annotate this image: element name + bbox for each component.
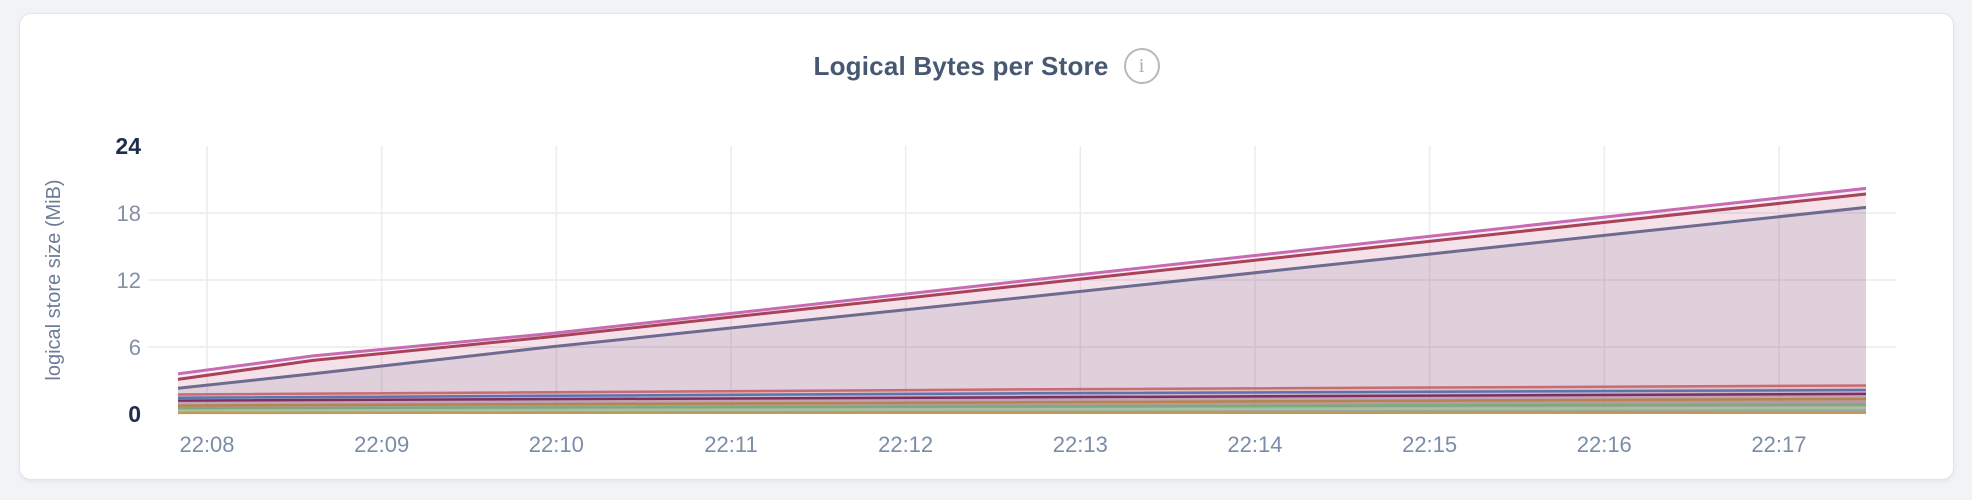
series-area-store-pink: [178, 188, 1866, 414]
series-area-store-slate: [178, 207, 1866, 414]
y-tick-label: 18: [117, 201, 141, 226]
series-area-store-crimson: [178, 194, 1866, 414]
series-line-store-red: [177, 384, 1867, 396]
x-tick-label: 22:16: [1577, 432, 1632, 457]
x-tick-label: 22:15: [1402, 432, 1457, 457]
chart-title: Logical Bytes per Store: [813, 50, 1109, 81]
x-tick-label: 22:13: [1053, 432, 1108, 457]
chart-header: Logical Bytes per Store i: [20, 48, 1953, 84]
series-line-store-blue: [177, 388, 1867, 400]
chart-canvas[interactable]: 22:08 22:09 22:10 22:11 22:12 22:13 22:14 22:15…: [20, 14, 1955, 481]
series-line-store-tan: [177, 397, 1867, 407]
chart-card: Logical Bytes per Store i 22:08 22:09 22:1…: [19, 13, 1954, 480]
x-tick-label: 22:11: [704, 432, 757, 457]
info-icon[interactable]: i: [1123, 48, 1160, 84]
y-tick-label: 6: [129, 335, 141, 360]
series-line-store-green: [177, 403, 1867, 410]
y-tick-label: 24: [115, 133, 141, 159]
series-line-store-pink: [177, 186, 1867, 376]
x-tick-label: 22:17: [1751, 432, 1806, 457]
series-line-store-gold: [177, 410, 1867, 415]
x-tick-label: 22:10: [529, 432, 584, 457]
x-tick-label: 22:12: [878, 432, 933, 457]
series-line-store-crimson: [177, 192, 1867, 381]
series-line-store-slate: [177, 205, 1867, 390]
y-tick-label: 12: [117, 268, 141, 293]
x-tick-label: 22:09: [354, 432, 409, 457]
y-tick-label: 0: [128, 401, 141, 427]
y-axis-title: logical store size (MiB): [43, 179, 65, 380]
x-tick-label: 22:08: [179, 432, 234, 457]
series-line-store-light-green: [177, 406, 1867, 412]
x-tick-label: 22:14: [1227, 432, 1282, 457]
series-line-store-dark-magenta: [177, 392, 1867, 402]
